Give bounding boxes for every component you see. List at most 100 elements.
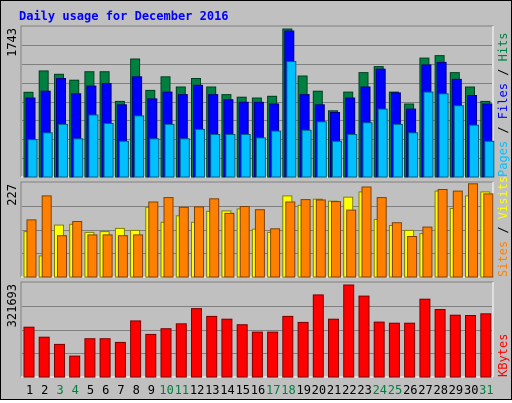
- bar-pages-day-22: [347, 134, 358, 178]
- bar-sites-day-9: [148, 201, 159, 278]
- bar-pages-day-2: [42, 132, 53, 178]
- bar-kbytes-day-13: [206, 315, 218, 378]
- legend-separator: /: [496, 219, 510, 241]
- bar-sites-day-20: [315, 199, 326, 278]
- bar-sites-day-26: [407, 236, 418, 278]
- bar-sites-day-23: [361, 186, 372, 278]
- bar-kbytes-day-17: [267, 331, 279, 378]
- day-label: 25: [388, 383, 402, 397]
- bar-kbytes-day-11: [175, 323, 187, 378]
- day-label: 16: [251, 383, 265, 397]
- bar-kbytes-day-8: [130, 320, 142, 378]
- panel-2-legend: Sites / Visits: [496, 176, 510, 277]
- bar-pages-day-18: [286, 61, 297, 178]
- bar-pages-day-13: [210, 134, 221, 178]
- day-label: 29: [449, 383, 463, 397]
- bar-pages-day-28: [438, 93, 449, 178]
- bar-kbytes-day-20: [312, 294, 324, 378]
- bar-pages-day-5: [88, 114, 99, 178]
- bar-sites-day-14: [224, 212, 235, 278]
- bar-kbytes-day-29: [449, 314, 461, 378]
- bar-kbytes-day-26: [404, 322, 416, 378]
- bar-sites-day-19: [300, 199, 311, 278]
- bar-pages-day-15: [240, 134, 251, 178]
- bar-sites-day-31: [483, 193, 494, 278]
- bar-pages-day-10: [164, 123, 175, 178]
- bar-kbytes-day-9: [145, 333, 157, 378]
- legend-visits: Visits: [496, 176, 510, 219]
- bar-pages-day-16: [255, 137, 266, 178]
- bar-kbytes-day-23: [358, 295, 370, 378]
- bar-sites-day-29: [452, 190, 463, 278]
- bar-kbytes-day-25: [388, 322, 400, 378]
- bar-pages-day-9: [149, 138, 160, 178]
- day-label: 2: [41, 383, 48, 397]
- day-label: 26: [403, 383, 417, 397]
- panel-3-legend: KBytes: [496, 334, 510, 377]
- legend-sites: Sites: [496, 241, 510, 277]
- legend-separator: /: [496, 61, 510, 83]
- day-label: 17: [266, 383, 280, 397]
- bar-kbytes-day-1: [23, 326, 35, 378]
- bar-pages-day-25: [392, 123, 403, 178]
- bar-sites-day-3: [57, 235, 67, 278]
- day-label: 28: [433, 383, 447, 397]
- bar-sites-day-5: [87, 234, 98, 278]
- bar-kbytes-day-21: [328, 318, 339, 378]
- day-label: 5: [87, 383, 94, 397]
- bar-sites-day-15: [239, 206, 250, 278]
- bar-sites-day-8: [133, 234, 144, 278]
- bar-kbytes-day-10: [160, 328, 172, 378]
- bar-kbytes-day-2: [38, 336, 50, 378]
- bar-kbytes-day-27: [419, 298, 431, 378]
- bar-kbytes-day-22: [343, 284, 355, 378]
- day-label: 9: [148, 383, 155, 397]
- bar-pages-day-12: [195, 128, 205, 178]
- day-label: 22: [342, 383, 356, 397]
- day-label: 20: [312, 383, 326, 397]
- bar-kbytes-day-28: [434, 309, 446, 378]
- bar-pages-day-7: [118, 140, 129, 178]
- bar-pages-day-26: [408, 132, 419, 178]
- bar-kbytes-day-4: [69, 355, 81, 378]
- bar-sites-day-25: [391, 222, 402, 278]
- day-label: 18: [281, 383, 295, 397]
- bar-pages-day-4: [73, 138, 84, 178]
- bar-kbytes-day-14: [221, 318, 233, 378]
- legend-hits: Hits: [496, 32, 510, 61]
- legend-separator: /: [496, 119, 510, 141]
- day-label: 6: [102, 383, 109, 397]
- bar-kbytes-day-24: [373, 321, 385, 378]
- bar-sites-day-12: [194, 206, 204, 278]
- bar-kbytes-day-15: [236, 324, 248, 378]
- bar-sites-day-7: [117, 235, 128, 278]
- bar-sites-day-24: [376, 197, 387, 278]
- legend-files: Files: [496, 83, 510, 119]
- bar-sites-day-4: [72, 221, 83, 278]
- bar-kbytes-day-6: [99, 338, 111, 378]
- bar-sites-day-10: [163, 197, 174, 278]
- bar-pages-day-11: [179, 138, 190, 178]
- bar-kbytes-day-12: [191, 308, 202, 378]
- day-label: 13: [205, 383, 219, 397]
- bar-sites-day-17: [270, 228, 281, 278]
- bar-sites-day-1: [26, 219, 37, 278]
- day-label: 4: [72, 383, 79, 397]
- bar-pages-day-23: [362, 122, 373, 178]
- bar-sites-day-30: [468, 183, 478, 278]
- bar-pages-day-17: [271, 130, 282, 178]
- day-label: 24: [373, 383, 387, 397]
- legend-pages: Pages: [496, 141, 510, 177]
- bar-pages-day-21: [332, 140, 342, 178]
- bar-sites-day-2: [41, 195, 52, 278]
- day-label: 27: [418, 383, 432, 397]
- day-label: 14: [220, 383, 234, 397]
- bar-sites-day-22: [346, 209, 357, 278]
- bar-pages-day-6: [103, 123, 114, 178]
- legend-kbytes: KBytes: [496, 334, 510, 377]
- panel-2-max-label: 227: [5, 184, 19, 206]
- day-label: 15: [236, 383, 250, 397]
- bar-sites-day-21: [331, 201, 341, 278]
- day-label: 10: [159, 383, 173, 397]
